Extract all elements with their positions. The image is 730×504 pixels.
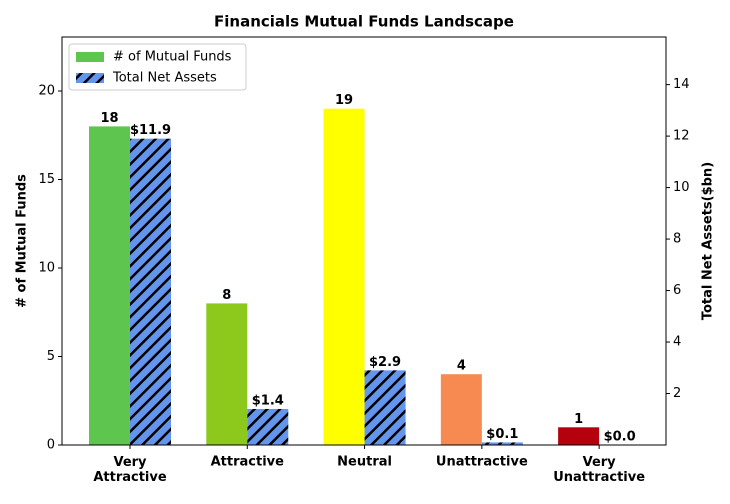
plot-frame — [61, 36, 667, 446]
y-tick-label: 5 — [47, 349, 55, 364]
value-label: 1 — [574, 412, 583, 427]
value-label: 19 — [335, 93, 353, 108]
bar — [130, 138, 171, 446]
legend-swatch — [76, 73, 104, 83]
y2-tick-label: 8 — [673, 232, 681, 247]
x-tick-label-line: Very — [113, 455, 147, 470]
y2-axis-label: Total Net Assets($bn) — [701, 162, 716, 320]
x-tick-label: Very Attractive — [93, 455, 167, 485]
x-tick-label-line: Unattractive — [553, 470, 645, 485]
y2-tick-label: 4 — [673, 335, 681, 350]
y2-tick-label: 12 — [673, 129, 690, 144]
y2-tick-label: 10 — [673, 180, 690, 195]
value-label: 8 — [222, 288, 231, 303]
legend-swatch — [76, 52, 104, 62]
bar — [247, 408, 289, 445]
x-tick-label-line: Very — [583, 455, 617, 470]
y-tick-label: 10 — [38, 260, 55, 275]
value-label: $0.1 — [486, 427, 518, 442]
y-tick-label: 20 — [38, 83, 55, 98]
y2-tick-label: 2 — [673, 386, 681, 401]
value-label: 4 — [457, 359, 466, 374]
legend-label: # of Mutual Funds — [113, 50, 232, 65]
legend-label: Total Net Assets — [112, 71, 217, 86]
bar — [89, 126, 130, 446]
bar — [206, 303, 248, 445]
value-label: $0.0 — [604, 430, 636, 445]
bar — [440, 374, 482, 445]
legend-box — [68, 43, 247, 91]
bar — [558, 427, 600, 445]
y-tick-label: 15 — [38, 172, 55, 187]
value-label: $11.9 — [130, 123, 171, 138]
y-tick-label: 0 — [47, 438, 55, 453]
value-label: $1.4 — [252, 393, 284, 408]
x-tick-label: Very Unattractive — [553, 455, 645, 485]
x-tick-label: Neutral — [337, 455, 392, 470]
x-tick-label-line: Attractive — [93, 470, 167, 485]
bar — [364, 370, 406, 445]
y-axis-label: # of Mutual Funds — [15, 174, 30, 308]
y2-tick-label: 14 — [673, 77, 690, 92]
bar — [481, 442, 523, 445]
value-label: 18 — [100, 111, 118, 126]
y2-tick-label: 6 — [673, 283, 681, 298]
x-tick-label: Attractive — [211, 455, 285, 470]
value-label: $2.9 — [369, 355, 401, 370]
x-tick-label: Unattractive — [436, 455, 528, 470]
bar — [323, 108, 365, 446]
chart-title: Financials Mutual Funds Landscape — [214, 13, 514, 31]
